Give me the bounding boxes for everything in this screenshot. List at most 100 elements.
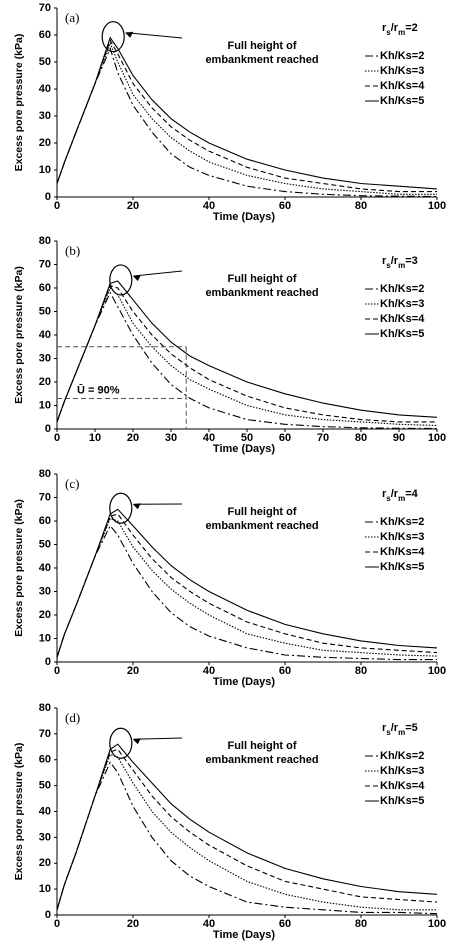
x-tick-label: 80 — [355, 665, 367, 677]
x-tick-label: 20 — [127, 200, 139, 212]
annotation-text: embankment reached — [205, 520, 318, 532]
x-tick-label: 100 — [428, 665, 446, 677]
data-line — [56, 753, 437, 911]
x-axis-label: Time (Days) — [213, 211, 275, 223]
ratio-label-part: =3 — [405, 255, 418, 267]
ratio-label-part: /r — [391, 22, 399, 34]
y-tick-label: 50 — [39, 56, 51, 68]
ratio-label-part: =2 — [405, 22, 418, 34]
x-tick-label: 40 — [203, 200, 215, 212]
data-line — [56, 41, 437, 195]
legend-label: Kh/Ks=4 — [380, 780, 425, 792]
y-tick-label: 70 — [39, 728, 51, 740]
y-axis-label: Excess pore pressure (kPa) — [13, 743, 25, 881]
data-line — [56, 508, 438, 658]
y-tick-label: 0 — [45, 423, 51, 435]
panel: 0 10 20 30 40 50 60 70 80 0 20 40 60 80 100 Time (Days)… — [13, 468, 446, 688]
legend-label: Kh/Ks=2 — [380, 50, 424, 62]
y-tick-label: 50 — [39, 305, 51, 317]
y-tick-label: 60 — [39, 29, 51, 41]
y-tick-label: 50 — [39, 780, 51, 792]
ratio-label-part: =5 — [405, 722, 418, 734]
y-tick-label: 0 — [45, 191, 51, 203]
y-axis-label: Excess pore pressure (kPa) — [13, 266, 25, 404]
legend-label: Kh/Ks=4 — [380, 80, 425, 92]
ratio-label-part: s — [386, 261, 391, 270]
annotation-text: Full height of — [227, 273, 296, 285]
x-tick-label: 0 — [54, 665, 60, 677]
y-tick-label: 30 — [39, 352, 51, 364]
legend-label: Kh/Ks=5 — [380, 95, 424, 107]
arrow-head — [132, 274, 141, 281]
x-tick-label: 80 — [355, 918, 367, 930]
y-axis-label: Excess pore pressure (kPa) — [13, 34, 25, 172]
ratio-label-part: s — [386, 494, 391, 503]
data-line — [56, 287, 438, 427]
annotation-text: embankment reached — [205, 54, 318, 66]
ratio-label-part: /r — [391, 722, 399, 734]
x-tick-label: 100 — [428, 918, 446, 930]
x-tick-label: 20 — [127, 665, 139, 677]
x-tick-label: 100 — [428, 432, 446, 444]
legend-label: Kh/Ks=5 — [380, 795, 424, 807]
data-line — [56, 280, 438, 423]
ratio-label-part: m — [398, 28, 405, 37]
legend-label: Kh/Ks=4 — [380, 313, 425, 325]
guide-label: Ū = 90% — [77, 384, 120, 396]
x-tick-label: 20 — [127, 918, 139, 930]
ratio-label-part: m — [398, 261, 405, 270]
ratio-label-part: s — [386, 728, 391, 737]
y-tick-label: 20 — [39, 857, 51, 869]
arrow-head — [132, 503, 141, 510]
annotation-text: embankment reached — [205, 754, 318, 766]
y-tick-label: 30 — [39, 831, 51, 843]
y-tick-label: 30 — [39, 110, 51, 122]
ratio-label-part: m — [398, 728, 405, 737]
y-tick-label: 70 — [39, 258, 51, 270]
y-tick-label: 20 — [39, 609, 51, 621]
y-tick-label: 0 — [45, 909, 51, 921]
annotation-arrow — [126, 32, 183, 39]
y-tick-label: 10 — [39, 632, 51, 644]
y-tick-label: 40 — [39, 83, 51, 95]
x-tick-label: 60 — [279, 432, 291, 444]
y-tick-label: 80 — [39, 468, 51, 480]
annotation-text: Full height of — [227, 506, 296, 518]
ratio-label: rs/rm=5 — [382, 722, 418, 737]
data-line — [56, 36, 438, 190]
arrow-head — [125, 31, 134, 38]
y-tick-label: 40 — [39, 805, 51, 817]
y-tick-label: 10 — [39, 164, 51, 176]
x-tick-label: 80 — [355, 200, 367, 212]
ratio-label-part: s — [386, 28, 391, 37]
legend-label: Kh/Ks=2 — [380, 283, 424, 295]
data-line — [56, 743, 438, 910]
panel-label: (b) — [65, 243, 80, 258]
x-tick-label: 10 — [89, 432, 101, 444]
x-tick-label: 60 — [279, 200, 291, 212]
panel: 0 10 20 30 40 50 60 70 0 20 40 60 80 100 Time (Days) Ex… — [13, 2, 446, 223]
ratio-label-part: r — [382, 255, 387, 267]
y-tick-label: 30 — [39, 585, 51, 597]
x-axis-label: Time (Days) — [213, 929, 275, 941]
panel-label: (d) — [65, 710, 80, 725]
x-tick-label: 30 — [165, 432, 177, 444]
x-axis-label: Time (Days) — [213, 676, 275, 688]
y-tick-label: 80 — [39, 702, 51, 714]
y-tick-label: 60 — [39, 754, 51, 766]
y-tick-label: 10 — [39, 399, 51, 411]
ratio-label: rs/rm=2 — [382, 22, 418, 37]
ratio-label-part: =4 — [405, 488, 418, 500]
y-tick-label: 70 — [39, 2, 51, 14]
ratio-label: rs/rm=4 — [382, 488, 419, 503]
panel: 0 10 20 30 40 50 60 70 80 0 20 40 60 80 100 Time (Days)… — [13, 702, 446, 941]
annotation-arrow — [133, 737, 183, 740]
x-tick-label: 40 — [203, 665, 215, 677]
legend-label: Kh/Ks=3 — [380, 298, 424, 310]
legend-label: Kh/Ks=3 — [380, 531, 424, 543]
y-tick-label: 0 — [45, 656, 51, 668]
legend-label: Kh/Ks=4 — [380, 546, 425, 558]
ratio-label-part: /r — [391, 488, 399, 500]
peak-ellipse — [109, 727, 133, 759]
panel-label: (c) — [65, 476, 79, 491]
